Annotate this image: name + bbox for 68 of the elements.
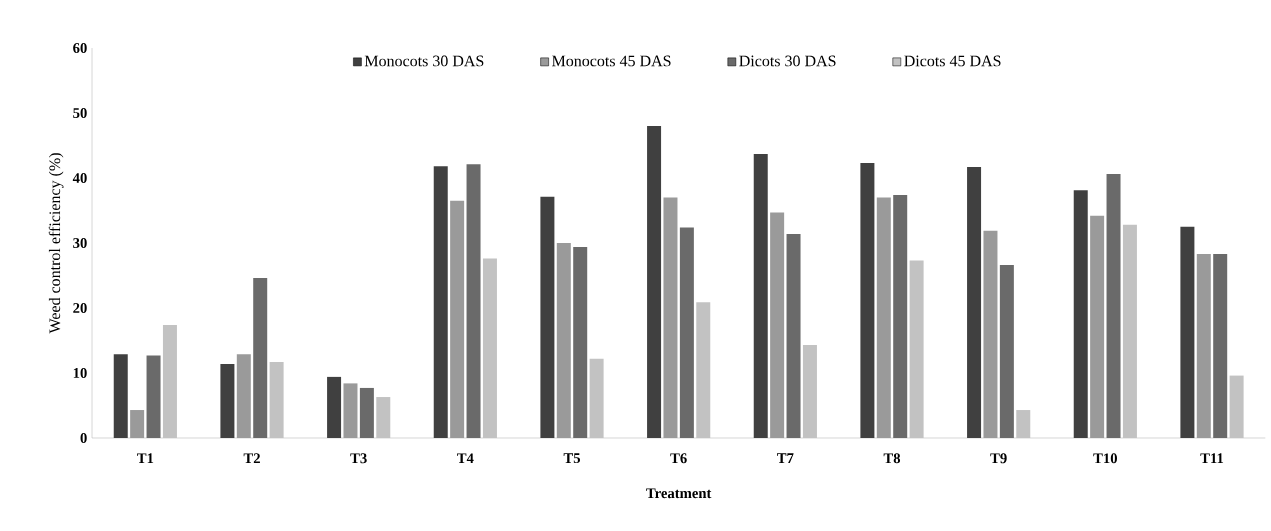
legend-label: Monocots 30 DAS bbox=[364, 55, 484, 67]
bar bbox=[999, 265, 1014, 438]
x-tick-label: T3 bbox=[350, 453, 367, 464]
bar bbox=[1016, 410, 1031, 438]
bar bbox=[967, 166, 982, 438]
bar bbox=[359, 387, 374, 438]
bar bbox=[647, 126, 662, 438]
bar bbox=[573, 246, 588, 438]
bar bbox=[860, 163, 875, 438]
bar bbox=[1073, 190, 1088, 438]
x-tick-label: T8 bbox=[883, 453, 901, 464]
bar bbox=[376, 397, 391, 438]
y-tick-label: 50 bbox=[73, 108, 87, 118]
x-tick-label: T5 bbox=[563, 453, 581, 464]
y-tick-label: 40 bbox=[72, 173, 87, 183]
bar bbox=[450, 200, 465, 438]
bar bbox=[113, 354, 128, 438]
bar bbox=[343, 383, 358, 438]
bar bbox=[696, 302, 711, 438]
bar bbox=[1122, 224, 1137, 438]
bar bbox=[482, 258, 497, 438]
bar bbox=[327, 376, 342, 438]
x-tick-label: T6 bbox=[670, 453, 687, 464]
legend-label: Monocots 45 DAS bbox=[552, 55, 671, 67]
y-tick-label: 20 bbox=[73, 303, 87, 313]
bar bbox=[679, 227, 694, 438]
bar bbox=[909, 260, 924, 438]
bar bbox=[1180, 226, 1195, 438]
bar bbox=[433, 166, 448, 438]
y-tick-label: 10 bbox=[73, 368, 87, 378]
x-axis-title: Treatment bbox=[646, 488, 712, 499]
bar bbox=[663, 197, 678, 438]
legend-label: Dicots 45 DAS bbox=[904, 55, 1001, 67]
bar bbox=[162, 324, 177, 438]
x-tick-label: T9 bbox=[990, 453, 1007, 464]
bar bbox=[893, 194, 908, 438]
x-tick-label: T7 bbox=[777, 453, 794, 463]
bar bbox=[146, 355, 161, 438]
bar bbox=[253, 278, 268, 438]
bar bbox=[540, 196, 555, 438]
bar bbox=[269, 361, 284, 438]
bar bbox=[1229, 375, 1244, 438]
bar bbox=[786, 233, 801, 438]
bar bbox=[220, 363, 235, 438]
legend-label: Dicots 30 DAS bbox=[739, 55, 836, 67]
y-tick-label: 30 bbox=[73, 238, 87, 248]
bar bbox=[802, 345, 817, 438]
x-tick-label: T11 bbox=[1200, 453, 1224, 464]
bar bbox=[876, 197, 891, 438]
bar bbox=[1213, 254, 1228, 438]
x-tick-label: T2 bbox=[243, 453, 260, 464]
bar bbox=[466, 164, 481, 438]
bar bbox=[556, 242, 571, 438]
x-tick-label: T10 bbox=[1093, 453, 1117, 464]
y-tick-label: 60 bbox=[73, 43, 87, 53]
bar bbox=[983, 230, 998, 438]
bar bbox=[236, 354, 251, 438]
x-tick-label: T1 bbox=[137, 453, 154, 464]
y-axis-title: Weed control efficiency (%) bbox=[48, 153, 64, 334]
bar bbox=[1196, 254, 1211, 438]
bar bbox=[1106, 174, 1121, 438]
y-tick-label: 0 bbox=[80, 433, 87, 443]
bar bbox=[1090, 215, 1105, 438]
bar bbox=[589, 358, 604, 438]
bar bbox=[770, 212, 785, 438]
x-tick-label: T4 bbox=[457, 453, 474, 464]
bar bbox=[753, 153, 768, 438]
bar bbox=[130, 410, 145, 438]
